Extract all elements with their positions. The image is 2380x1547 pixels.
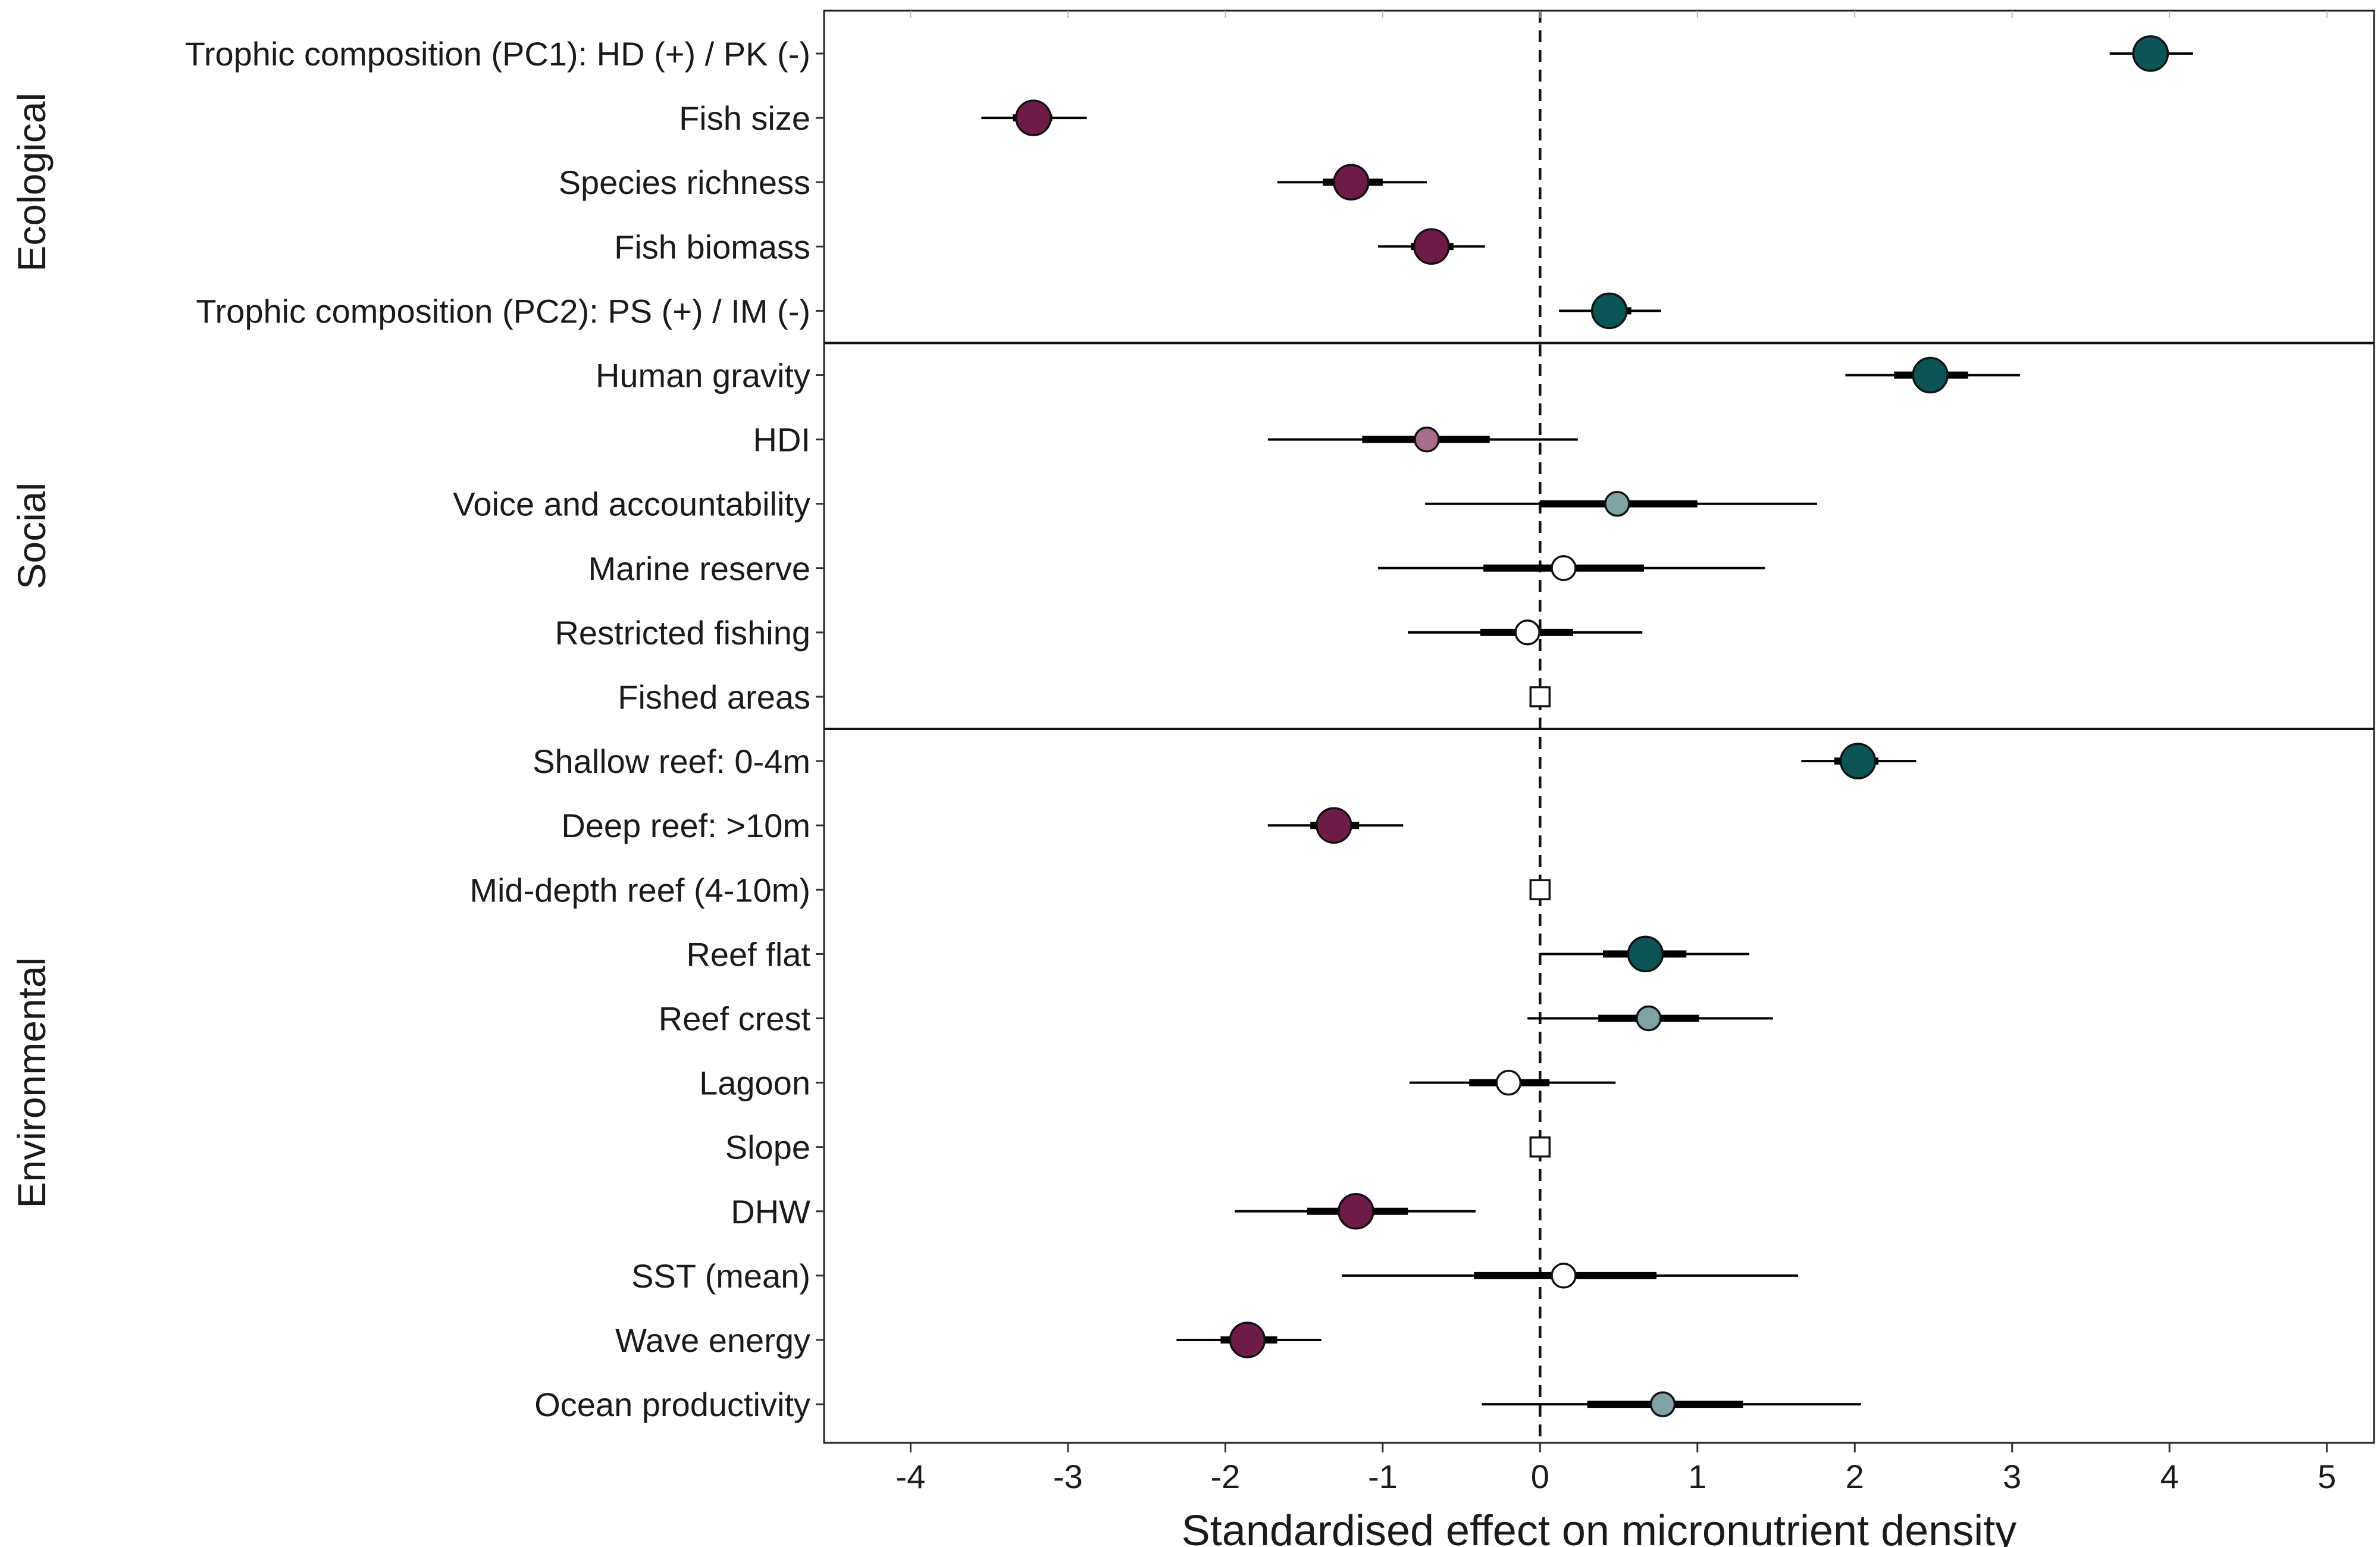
row-label-marine-reserve: Marine reserve (588, 550, 810, 587)
row-label-fish-biomass: Fish biomass (614, 228, 810, 265)
row-label-voice-and-accountability: Voice and accountability (453, 486, 810, 523)
estimate-fish-biomass (1413, 228, 1450, 265)
reference-level-slope (1529, 1136, 1551, 1158)
group-label-ecological: Ecological (10, 93, 54, 272)
estimate-reef-flat (1627, 935, 1664, 973)
estimate-voice-and-accountability (1604, 490, 1630, 517)
row-labels: Trophic composition (PC1): HD (+) / PK (… (185, 35, 824, 1423)
x-tick-label-4: 4 (2160, 1458, 2179, 1495)
x-tick-label--3: -3 (1053, 1458, 1083, 1495)
estimate-trophic-composition-pc1-hd-pk (2132, 35, 2169, 72)
x-tick-label-5: 5 (2318, 1458, 2336, 1495)
estimate-restricted-fishing (1514, 619, 1540, 646)
row-label-hdi: HDI (753, 421, 810, 459)
row-label-dhw: DHW (731, 1193, 810, 1230)
estimate-human-gravity (1912, 356, 1949, 394)
point-estimates (1014, 35, 2169, 1417)
row-label-human-gravity: Human gravity (596, 357, 810, 394)
row-label-deep-reef-10m: Deep reef: >10m (561, 807, 810, 844)
x-axis-title: Standardised effect on micronutrient den… (1182, 1507, 2016, 1547)
x-tick-label-0: 0 (1531, 1458, 1549, 1495)
estimate-wave-energy (1229, 1321, 1266, 1358)
plot-panel (823, 10, 2375, 1444)
estimate-hdi (1414, 426, 1440, 453)
row-label-shallow-reef-0-4m: Shallow reef: 0-4m (533, 743, 810, 780)
estimate-marine-reserve (1551, 555, 1577, 581)
row-label-reef-crest: Reef crest (659, 1000, 811, 1038)
row-label-mid-depth-reef-4-10m: Mid-depth reef (4-10m) (469, 871, 810, 909)
row-label-lagoon: Lagoon (699, 1064, 810, 1102)
x-tick-label--1: -1 (1368, 1458, 1398, 1495)
group-labels: Ecological Social Environmental (10, 93, 54, 1208)
estimate-deep-reef-10m (1316, 807, 1352, 844)
x-tick-label--4: -4 (896, 1458, 926, 1495)
group-separators (824, 342, 2374, 731)
estimate-shallow-reef-0-4m (1839, 743, 1877, 779)
row-label-sst-mean: SST (mean) (631, 1257, 810, 1295)
group-label-social: Social (10, 483, 54, 590)
reference-level-mid-depth-reef-4-10m (1529, 879, 1551, 901)
estimate-trophic-composition-pc2-ps-im (1590, 292, 1628, 330)
estimate-reef-crest (1636, 1005, 1662, 1032)
x-tick-label--2: -2 (1210, 1458, 1240, 1495)
row-label-reef-flat: Reef flat (686, 935, 810, 973)
row-label-species-richness: Species richness (559, 164, 810, 201)
estimate-fish-size (1014, 99, 1052, 136)
row-label-slope: Slope (725, 1129, 810, 1166)
row-label-trophic-composition-pc2-ps-im: Trophic composition (PC2): PS (+) / IM (… (196, 292, 810, 330)
x-tick-label-1: 1 (1688, 1458, 1706, 1495)
estimate-dhw (1338, 1193, 1374, 1230)
reference-level-fished-areas (1529, 686, 1551, 707)
x-tick-label-3: 3 (2003, 1458, 2021, 1495)
row-label-fished-areas: Fished areas (618, 678, 810, 716)
x-axis: -4 -3 -2 -1 0 1 2 3 4 5 (896, 11, 2336, 1495)
estimate-ocean-productivity (1649, 1391, 1676, 1417)
panel-border (823, 10, 2375, 1444)
row-label-fish-size: Fish size (679, 99, 810, 137)
estimate-sst-mean (1551, 1263, 1577, 1289)
row-label-restricted-fishing: Restricted fishing (555, 614, 810, 652)
row-label-ocean-productivity: Ocean productivity (534, 1386, 810, 1423)
estimate-species-richness (1333, 164, 1370, 201)
estimate-lagoon (1495, 1069, 1522, 1096)
row-label-trophic-composition-pc1-hd-pk: Trophic composition (PC1): HD (+) / PK (… (185, 35, 810, 73)
group-label-environmental: Environmental (10, 957, 54, 1208)
row-label-wave-energy: Wave energy (615, 1321, 810, 1359)
x-tick-label-2: 2 (1846, 1458, 1864, 1495)
